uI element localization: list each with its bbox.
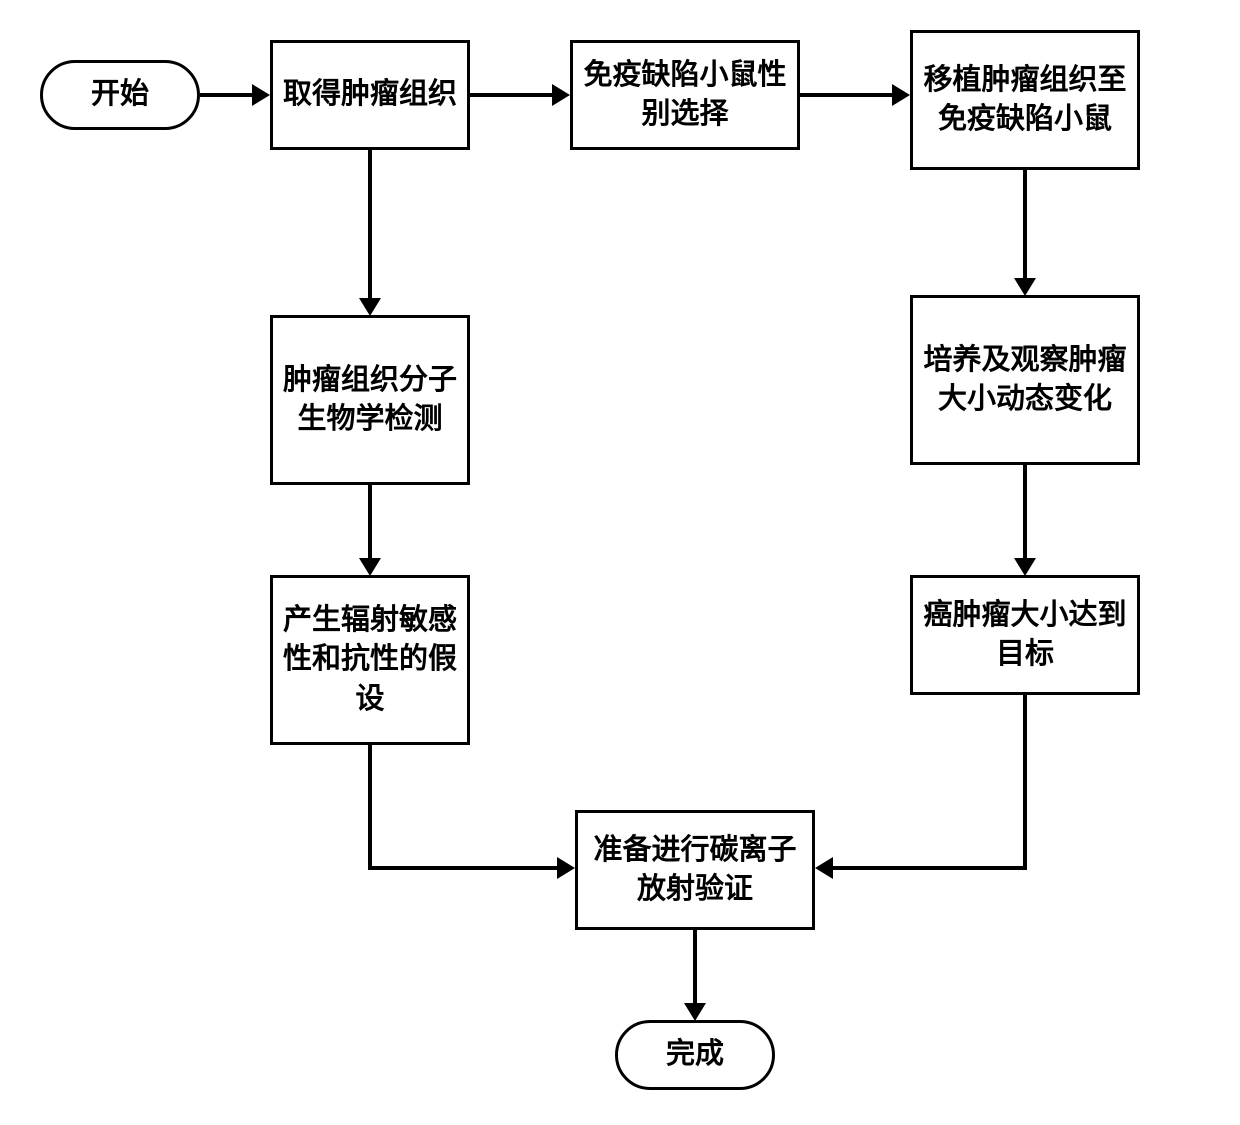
edge-n4-n6 (368, 485, 372, 560)
step-mouse-sex-label: 免疫缺陷小鼠性别选择 (581, 56, 789, 134)
step-transplant-label: 移植肿瘤组织至免疫缺陷小鼠 (921, 61, 1129, 139)
step-size-target-label: 癌肿瘤大小达到目标 (921, 596, 1129, 674)
step-obtain-tumor: 取得肿瘤组织 (270, 40, 470, 150)
edge-n7-n8-h (831, 866, 1027, 870)
step-hypothesis: 产生辐射敏感性和抗性的假设 (270, 575, 470, 745)
edge-n7-n8-v (1023, 695, 1027, 870)
edge-n1-n2 (470, 93, 554, 97)
edge-n2-n3-head (892, 84, 910, 106)
edge-n6-n8-h (368, 866, 559, 870)
step-molecular-label: 肿瘤组织分子生物学检测 (281, 361, 459, 439)
edge-start-n1-head (252, 84, 270, 106)
edge-n3-n5-head (1014, 278, 1036, 296)
step-molecular: 肿瘤组织分子生物学检测 (270, 315, 470, 485)
edge-n8-end-head (684, 1003, 706, 1021)
step-carbon-ion-label: 准备进行碳离子放射验证 (586, 831, 804, 909)
edge-n5-n7-head (1014, 558, 1036, 576)
edge-n1-n2-head (552, 84, 570, 106)
edge-start-n1 (200, 93, 254, 97)
step-size-target: 癌肿瘤大小达到目标 (910, 575, 1140, 695)
edge-n4-n6-head (359, 558, 381, 576)
step-carbon-ion: 准备进行碳离子放射验证 (575, 810, 815, 930)
edge-n5-n7 (1023, 465, 1027, 560)
edge-n6-n8-head (557, 857, 575, 879)
edge-n6-n8-v (368, 745, 372, 870)
edge-n7-n8-head (815, 857, 833, 879)
step-mouse-sex: 免疫缺陷小鼠性别选择 (570, 40, 800, 150)
step-culture-label: 培养及观察肿瘤大小动态变化 (921, 341, 1129, 419)
edge-n2-n3 (800, 93, 894, 97)
edge-n8-end (693, 930, 697, 1005)
edge-n3-n5 (1023, 170, 1027, 280)
step-hypothesis-label: 产生辐射敏感性和抗性的假设 (281, 601, 459, 718)
start-node: 开始 (40, 60, 200, 130)
edge-n1-n4-head (359, 298, 381, 316)
start-label: 开始 (91, 75, 149, 114)
step-obtain-tumor-label: 取得肿瘤组织 (283, 75, 457, 114)
step-culture: 培养及观察肿瘤大小动态变化 (910, 295, 1140, 465)
end-label: 完成 (666, 1035, 724, 1074)
end-node: 完成 (615, 1020, 775, 1090)
edge-n1-n4 (368, 150, 372, 300)
step-transplant: 移植肿瘤组织至免疫缺陷小鼠 (910, 30, 1140, 170)
